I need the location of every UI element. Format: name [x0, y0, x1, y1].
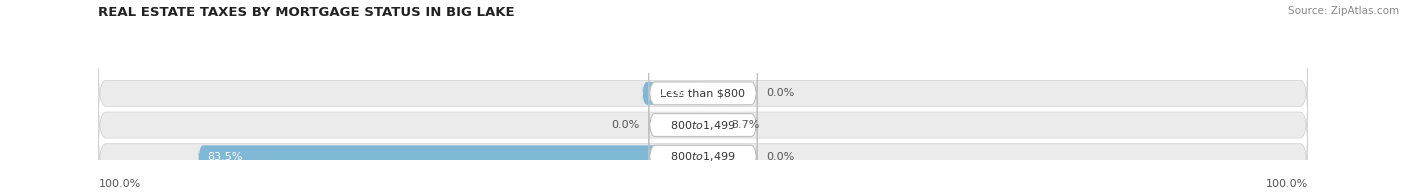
- Text: 0.0%: 0.0%: [612, 120, 640, 130]
- Text: 100.0%: 100.0%: [98, 179, 141, 189]
- Text: $800 to $1,499: $800 to $1,499: [671, 119, 735, 132]
- Text: 10.1%: 10.1%: [651, 88, 686, 98]
- Text: $800 to $1,499: $800 to $1,499: [671, 150, 735, 163]
- Text: Less than $800: Less than $800: [661, 88, 745, 98]
- Text: 3.7%: 3.7%: [731, 120, 759, 130]
- Legend: Without Mortgage, With Mortgage: Without Mortgage, With Mortgage: [588, 194, 818, 195]
- Text: 83.5%: 83.5%: [207, 152, 243, 162]
- FancyBboxPatch shape: [648, 73, 758, 114]
- FancyBboxPatch shape: [98, 68, 1308, 118]
- FancyBboxPatch shape: [703, 111, 725, 139]
- Text: Source: ZipAtlas.com: Source: ZipAtlas.com: [1288, 6, 1399, 16]
- FancyBboxPatch shape: [98, 100, 1308, 150]
- Text: 0.0%: 0.0%: [766, 152, 794, 162]
- Text: 100.0%: 100.0%: [1265, 179, 1308, 189]
- Text: 0.0%: 0.0%: [766, 88, 794, 98]
- FancyBboxPatch shape: [643, 79, 703, 107]
- FancyBboxPatch shape: [648, 105, 758, 145]
- FancyBboxPatch shape: [648, 136, 758, 177]
- FancyBboxPatch shape: [98, 132, 1308, 182]
- Text: REAL ESTATE TAXES BY MORTGAGE STATUS IN BIG LAKE: REAL ESTATE TAXES BY MORTGAGE STATUS IN …: [98, 6, 515, 19]
- FancyBboxPatch shape: [198, 143, 703, 171]
